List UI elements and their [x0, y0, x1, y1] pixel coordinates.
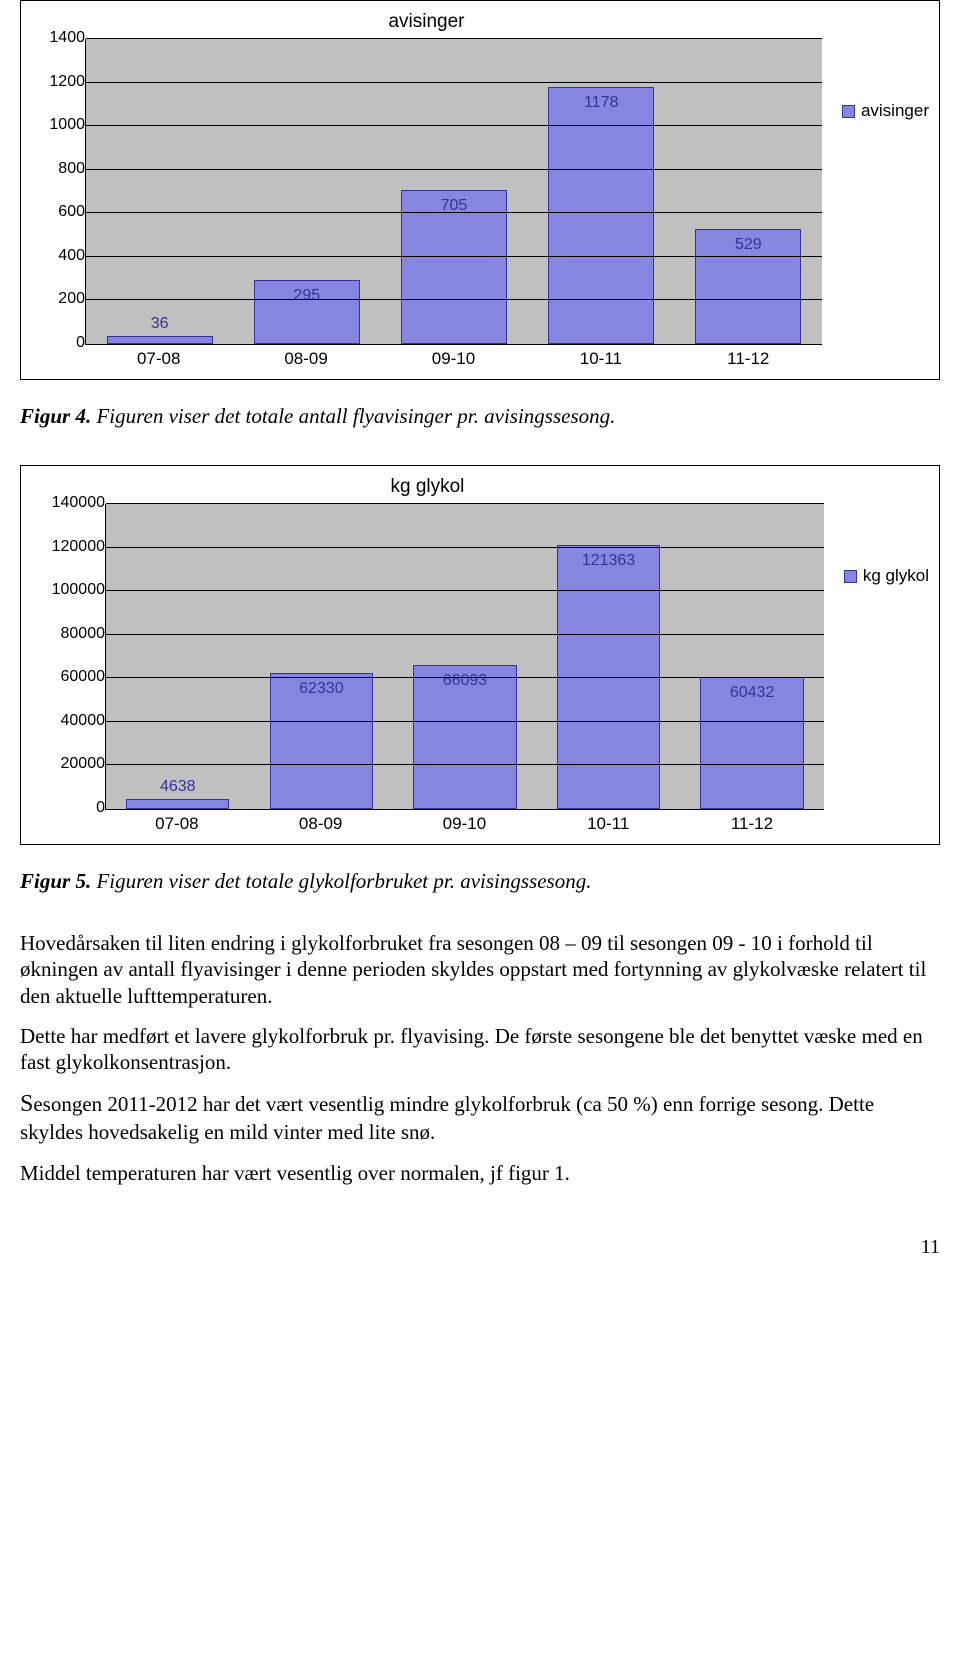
paragraph-4: Middel temperaturen har vært vesentlig o… — [20, 1160, 940, 1186]
chart1-bars: 36 295 705 1178 529 — [86, 39, 822, 344]
caption1-text: Figuren viser det totale antall flyavisi… — [91, 404, 615, 428]
bar-slot: 121363 — [537, 504, 681, 809]
bar-value-label: 529 — [735, 236, 762, 254]
bar: 529 — [695, 229, 801, 344]
gridline — [106, 764, 824, 765]
gridline — [86, 169, 822, 170]
gridline — [106, 547, 824, 548]
gridline — [106, 590, 824, 591]
bar: 62330 — [270, 673, 373, 809]
bar-value-label: 121363 — [582, 552, 635, 570]
chart-kg-glykol: kg glykol 020000400006000080000100000120… — [20, 465, 940, 845]
bar-value-label: 60432 — [730, 684, 775, 702]
bar: 36 — [107, 336, 213, 344]
legend-swatch-icon — [842, 105, 855, 118]
bar-slot: 66093 — [393, 504, 537, 809]
chart2-body: 020000400006000080000100000120000140000 … — [31, 504, 824, 834]
chart2-title: kg glykol — [31, 476, 824, 498]
bar: 4638 — [126, 799, 229, 809]
bar: 66093 — [413, 665, 516, 809]
page-number: 11 — [20, 1236, 940, 1259]
caption-figur-4: Figur 4. Figuren viser det totale antall… — [20, 404, 940, 429]
bar-slot: 705 — [380, 39, 527, 344]
xaxis-tick: 07-08 — [105, 814, 249, 834]
paragraph-2: Dette har medført et lavere glykolforbru… — [20, 1023, 940, 1076]
bar-value-label: 1178 — [584, 94, 618, 112]
xaxis-tick: 10-11 — [527, 349, 674, 369]
chart-avisinger: avisinger 0200400600800100012001400 36 29… — [20, 0, 940, 380]
gridline — [86, 82, 822, 83]
bar: 295 — [254, 280, 360, 344]
bar-slot: 529 — [675, 39, 822, 344]
caption1-label: Figur 4. — [20, 404, 91, 428]
gridline — [106, 721, 824, 722]
caption2-label: Figur 5. — [20, 869, 91, 893]
caption-figur-5: Figur 5. Figuren viser det totale glykol… — [20, 869, 940, 894]
xaxis-tick: 11-12 — [680, 814, 824, 834]
legend-swatch-icon — [844, 570, 857, 583]
chart1-plot: 36 295 705 1178 529 — [85, 39, 822, 345]
bar-value-label: 62330 — [299, 680, 344, 698]
gridline — [106, 503, 824, 504]
bar: 705 — [401, 190, 507, 344]
chart1-yaxis: 0200400600800100012001400 — [31, 39, 85, 344]
gridline — [86, 299, 822, 300]
chart2-xaxis: 07-0808-0909-1010-1111-12 — [105, 814, 824, 834]
bar-value-label: 66093 — [443, 672, 488, 690]
bar-value-label: 4638 — [160, 778, 196, 796]
bar-slot: 62330 — [250, 504, 394, 809]
bar-slot: 295 — [233, 39, 380, 344]
bar-slot: 60432 — [680, 504, 824, 809]
bar-slot: 4638 — [106, 504, 250, 809]
chart1-legend-label: avisinger — [861, 101, 929, 121]
gridline — [86, 125, 822, 126]
bar: 60432 — [700, 677, 803, 809]
xaxis-tick: 08-09 — [249, 814, 393, 834]
xaxis-tick: 09-10 — [393, 814, 537, 834]
caption2-text: Figuren viser det totale glykolforbruket… — [91, 869, 591, 893]
xaxis-tick: 10-11 — [536, 814, 680, 834]
chart2-bars: 4638 62330 66093 121363 60432 — [106, 504, 824, 809]
chart2-legend-label: kg glykol — [863, 566, 929, 586]
xaxis-tick: 09-10 — [380, 349, 527, 369]
paragraph-1: Hovedårsaken til liten endring i glykolf… — [20, 930, 940, 1009]
gridline — [86, 256, 822, 257]
bar-value-label: 36 — [151, 315, 169, 333]
paragraph-3: Sesongen 2011-2012 har det vært vesentli… — [20, 1089, 940, 1145]
gridline — [86, 38, 822, 39]
chart2-plot: 4638 62330 66093 121363 60432 — [105, 504, 824, 810]
chart1-legend: avisinger — [842, 101, 929, 121]
bar-value-label: 295 — [293, 287, 320, 305]
chart1-xaxis: 07-0808-0909-1010-1111-12 — [85, 349, 822, 369]
chart2-yaxis: 020000400006000080000100000120000140000 — [31, 504, 105, 809]
chart1-title: avisinger — [31, 11, 822, 33]
xaxis-tick: 08-09 — [232, 349, 379, 369]
gridline — [106, 677, 824, 678]
xaxis-tick: 07-08 — [85, 349, 232, 369]
gridline — [86, 212, 822, 213]
chart2-legend: kg glykol — [844, 566, 929, 586]
gridline — [106, 634, 824, 635]
bar-slot: 1178 — [528, 39, 675, 344]
chart1-body: 0200400600800100012001400 36 295 705 1178 52… — [31, 39, 822, 369]
bar-slot: 36 — [86, 39, 233, 344]
xaxis-tick: 11-12 — [675, 349, 822, 369]
